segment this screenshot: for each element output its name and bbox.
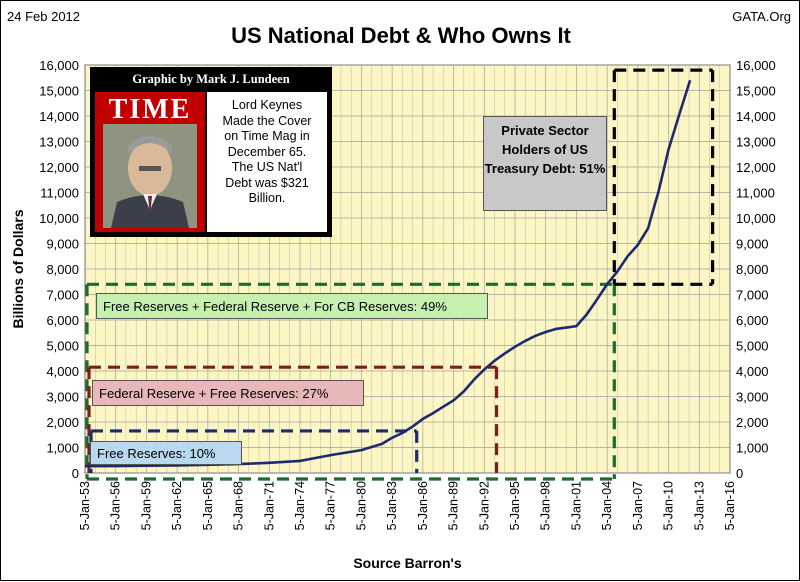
inset-note-line: Lord Keynes — [231, 98, 303, 112]
x-tick-label: 5-Jan-71 — [262, 481, 276, 530]
y-axis-right: 0 1,000 2,000 3,000 4,000 5,000 6,000 7,000 8,00… — [736, 58, 776, 481]
y-tick-label-left: 0 — [72, 466, 79, 481]
x-tick-label: 5-Jan-04 — [600, 481, 614, 530]
y-tick-label-right: 16,000 — [736, 58, 776, 73]
inset-note-line: on Time Mag in — [224, 129, 310, 143]
inset-note: Lord Keynes Made the Cover on Time Mag i… — [207, 92, 327, 232]
x-tick-label: 5-Jan-98 — [539, 481, 553, 530]
y-tick-label-left: 9,000 — [46, 237, 79, 252]
y-tick-label-right: 9,000 — [736, 237, 769, 252]
y-tick-label-left: 3,000 — [46, 390, 79, 405]
y-tick-label-right: 10,000 — [736, 211, 776, 226]
inset-note-line: December 65. — [227, 144, 307, 159]
y-axis-left: 0 1,000 2,000 3,000 4,000 5,000 6,000 7,000 8,00… — [39, 58, 79, 481]
date-label: 24 Feb 2012 — [7, 9, 81, 24]
y-axis-title: Billions of Dollars — [10, 209, 26, 328]
y-tick-label-right: 4,000 — [736, 364, 769, 379]
keynes-portrait — [103, 124, 197, 228]
inset-note-line: Billion. — [248, 191, 286, 205]
x-tick-label: 5-Jan-80 — [354, 481, 368, 530]
x-tick-label: 5-Jan-68 — [232, 481, 246, 530]
y-tick-label-right: 5,000 — [736, 339, 769, 354]
y-tick-label-right: 15,000 — [736, 84, 776, 99]
y-tick-label-right: 13,000 — [736, 135, 776, 150]
annotation-51pct: Private Sector Holders of US Treasury De… — [483, 116, 607, 211]
y-tick-label-right: 7,000 — [736, 288, 769, 303]
ownership-dash-lines — [85, 68, 715, 481]
y-tick-label-left: 15,000 — [39, 84, 79, 99]
x-tick-label: 5-Jan-65 — [201, 481, 215, 530]
annotation-49pct: Free Reserves + Federal Reserve + For CB… — [96, 293, 488, 319]
y-tick-label-left: 2,000 — [46, 415, 79, 430]
x-tick-label: 5-Jan-07 — [631, 481, 645, 530]
y-tick-label-left: 1,000 — [46, 441, 79, 456]
y-tick-label-right: 2,000 — [736, 415, 769, 430]
chart-title: US National Debt & Who Owns It — [231, 23, 571, 48]
x-tick-label: 5-Jan-01 — [569, 481, 583, 530]
x-axis-title: Source Barron's — [353, 555, 462, 571]
x-tick-label: 5-Jan-83 — [385, 481, 399, 530]
y-tick-label-right: 11,000 — [736, 186, 775, 201]
x-axis: 5-Jan-53 5-Jan-56 5-Jan-59 5-Jan-62 5-Jan-65… — [78, 481, 737, 530]
x-tick-label: 5-Jan-95 — [508, 481, 522, 530]
x-tick-label: 5-Jan-53 — [78, 481, 92, 530]
y-tick-label-left: 16,000 — [39, 58, 79, 73]
y-tick-label-left: 7,000 — [46, 288, 79, 303]
x-tick-label: 5-Jan-16 — [723, 481, 737, 530]
x-tick-label: 5-Jan-86 — [416, 481, 430, 530]
y-tick-label-right: 1,000 — [736, 441, 769, 456]
y-tick-label-left: 14,000 — [39, 109, 79, 124]
y-tick-label-left: 5,000 — [46, 339, 79, 354]
inset-note-line: The US Nat'l — [231, 160, 303, 174]
y-tick-label-right: 8,000 — [736, 262, 769, 277]
time-cover-image: TIME — [95, 92, 205, 232]
source-label: GATA.Org — [732, 9, 791, 24]
x-tick-label: 5-Jan-62 — [170, 481, 184, 530]
y-tick-label-right: 12,000 — [736, 160, 776, 175]
inset-note-line: Debt was $321 — [225, 175, 309, 190]
x-tick-label: 5-Jan-89 — [447, 481, 461, 530]
y-tick-label-left: 6,000 — [46, 313, 79, 328]
inset-credit: Graphic by Mark J. Lundeen — [132, 72, 290, 86]
y-tick-label-right: 3,000 — [736, 390, 769, 405]
time-logo: TIME — [108, 94, 192, 125]
y-tick-label-left: 13,000 — [39, 135, 79, 150]
y-tick-label-left: 12,000 — [39, 160, 79, 175]
x-tick-label: 5-Jan-77 — [324, 481, 338, 530]
y-tick-label-left: 8,000 — [46, 262, 79, 277]
annotation-10pct: Free Reserves: 10% — [90, 441, 242, 465]
x-tick-label: 5-Jan-74 — [293, 481, 307, 530]
x-tick-label: 5-Jan-59 — [139, 481, 153, 530]
annotation-27pct: Federal Reserve + Free Reserves: 27% — [92, 380, 364, 406]
debt-series-line — [84, 79, 692, 468]
y-tick-label-left: 11,000 — [40, 186, 79, 201]
inset-note-line: Made the Cover — [222, 113, 312, 128]
y-tick-label-left: 10,000 — [39, 211, 79, 226]
time-cover-inset: Graphic by Mark J. Lundeen TIME Lord Key… — [90, 67, 332, 237]
x-tick-label: 5-Jan-10 — [662, 481, 676, 530]
x-tick-label: 5-Jan-56 — [109, 481, 123, 530]
x-tick-label: 5-Jan-92 — [477, 481, 491, 530]
y-tick-label-right: 0 — [736, 466, 743, 481]
y-tick-label-right: 6,000 — [736, 313, 769, 328]
y-tick-label-left: 4,000 — [46, 364, 79, 379]
x-tick-label: 5-Jan-13 — [692, 481, 706, 530]
y-tick-label-right: 14,000 — [736, 109, 776, 124]
